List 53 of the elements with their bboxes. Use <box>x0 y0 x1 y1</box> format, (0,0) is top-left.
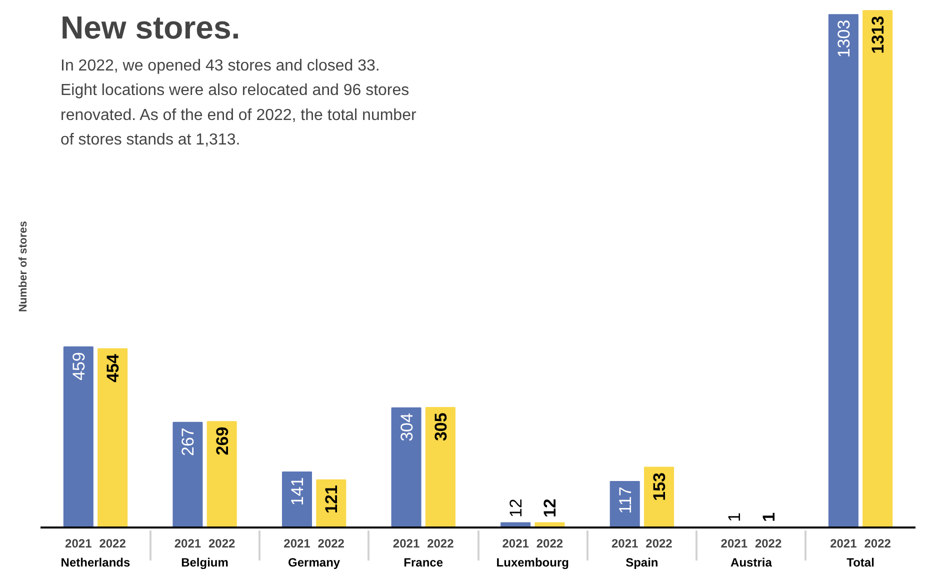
text: 2021 <box>720 536 748 550</box>
text: 2021 <box>830 536 857 550</box>
data-label: 121 <box>322 485 342 514</box>
data-label: 12 <box>506 498 526 518</box>
text: 2021 <box>502 536 529 550</box>
data-label: 1 <box>725 512 744 522</box>
y-axis-title: Number of stores <box>18 220 30 312</box>
bar <box>206 421 237 528</box>
text: 2022 <box>754 536 782 550</box>
data-label: 1303 <box>834 20 854 58</box>
series-label: 2021 <box>65 536 92 550</box>
x-tick-label: Total <box>846 556 874 570</box>
text: 2021 <box>612 536 638 550</box>
text: 2022 <box>427 536 454 550</box>
data-label: 267 <box>178 428 198 456</box>
data-label: 1313 <box>868 16 888 54</box>
bar <box>63 346 94 528</box>
data-label: 12 <box>540 498 560 518</box>
data-label: 1 <box>759 512 778 522</box>
bar <box>172 422 203 528</box>
data-label: 117 <box>616 486 635 514</box>
text: 2021 <box>174 536 202 550</box>
data-label: 304 <box>397 413 416 442</box>
series-label: 2022 <box>99 536 126 550</box>
text: 2021 <box>284 536 310 550</box>
text: 2022 <box>208 536 236 550</box>
data-label: 459 <box>69 352 88 380</box>
x-tick-label: Austria <box>730 556 772 570</box>
text: 2022 <box>536 536 564 550</box>
bar <box>862 10 893 528</box>
bar <box>98 348 128 528</box>
text: 2022 <box>318 536 344 550</box>
text: 2022 <box>864 536 891 550</box>
bar <box>282 472 312 528</box>
chart-title: New stores. <box>60 10 240 46</box>
x-tick-label: Germany <box>288 556 340 570</box>
x-tick-label: France <box>404 556 444 570</box>
bar <box>425 406 456 528</box>
data-label: 454 <box>104 353 123 382</box>
x-tick-label: Belgium <box>181 556 228 570</box>
bar <box>391 407 422 528</box>
x-tick-label: Netherlands <box>60 556 130 570</box>
x-tick-label: Luxembourg <box>496 556 569 570</box>
text: In 2022, we opened 43 stores and closed 33. Eight locations were also relocated and 96 stores renovated. As of the end of 2022, the total number of stores stands at 1,313. <box>60 58 417 148</box>
data-label: 141 <box>288 477 307 506</box>
x-tick-label: Spain <box>626 556 658 570</box>
text: 2021 <box>392 536 420 550</box>
data-label: 269 <box>212 426 232 456</box>
data-label: 153 <box>650 472 670 501</box>
bar <box>610 480 640 528</box>
text: 2022 <box>646 536 672 550</box>
bar <box>828 14 858 528</box>
data-label: 305 <box>431 412 450 442</box>
